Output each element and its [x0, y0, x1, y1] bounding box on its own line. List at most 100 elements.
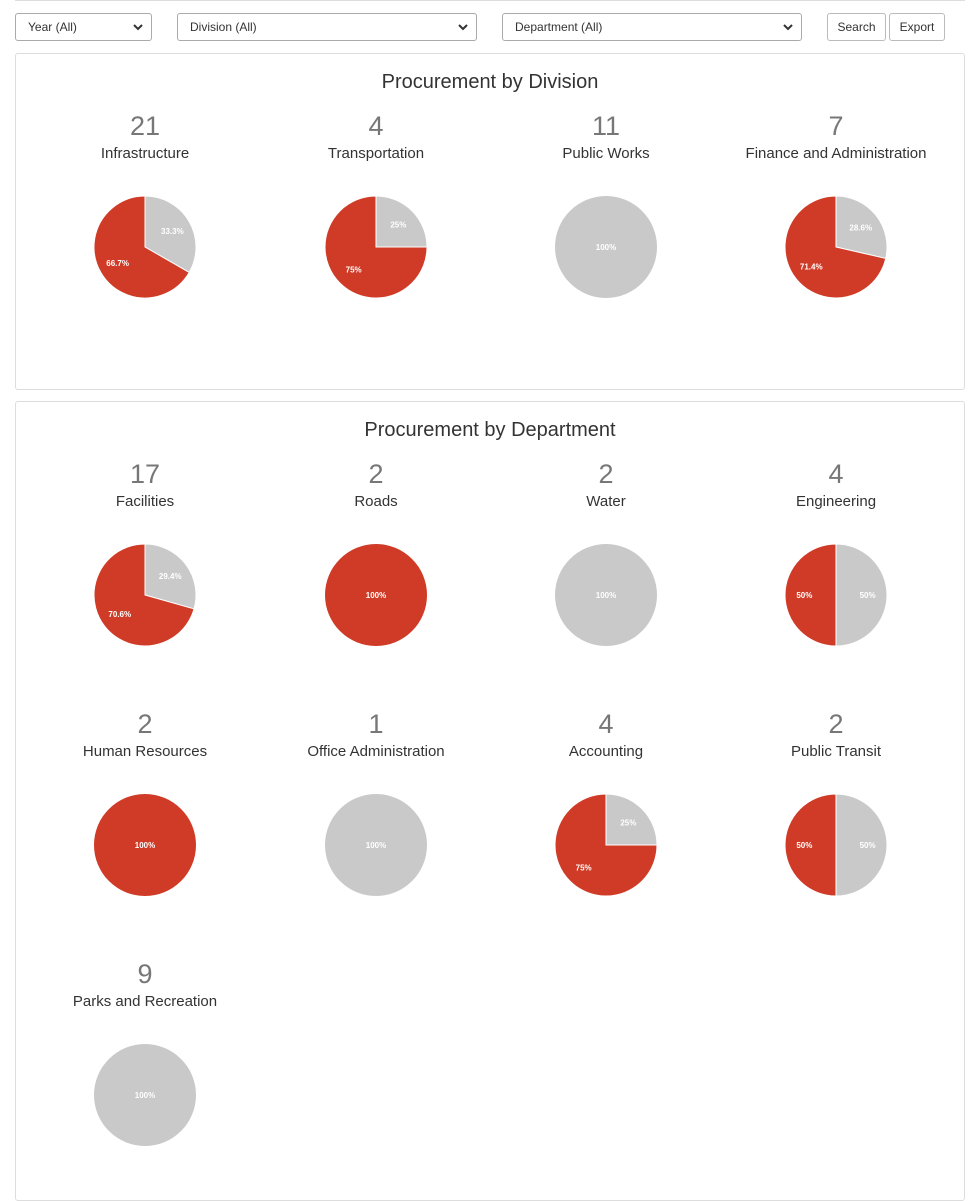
- pie-chart-infrastructure: 21 Infrastructure 33.3% 66.7%: [30, 110, 260, 340]
- pie-count: 11: [591, 111, 621, 141]
- pie-slice-label: 66.7%: [106, 259, 129, 268]
- pie-slice-label: 100%: [596, 243, 616, 252]
- pie-slice[interactable]: [375, 195, 428, 248]
- pie-slice-label: 100%: [366, 591, 386, 600]
- export-button[interactable]: Export: [889, 13, 945, 41]
- pie-slice[interactable]: [835, 793, 888, 897]
- pie-slice-label: 75%: [576, 863, 592, 872]
- pie-count: 4: [598, 709, 614, 739]
- chevron-down-icon: [133, 24, 143, 31]
- year-filter-select[interactable]: Year (All): [15, 13, 152, 41]
- pie-label: Facilities: [115, 493, 175, 510]
- pie-slice[interactable]: [555, 544, 657, 646]
- pie-slice[interactable]: [605, 793, 658, 846]
- pie-count: 21: [129, 111, 161, 141]
- pie-count: 2: [137, 709, 153, 739]
- pie-slice-label: 100%: [366, 841, 386, 850]
- pie-label: Office Administration: [307, 743, 445, 760]
- department-filter-value: Department (All): [515, 20, 603, 34]
- pie-label: Water: [586, 493, 626, 510]
- division-chart-title: Procurement by Division: [381, 71, 599, 93]
- top-divider: [15, 0, 965, 1]
- pie-count: 1: [368, 709, 384, 739]
- pie-slice-label: 50%: [796, 591, 812, 600]
- pie-svg: 25% 75%: [324, 195, 428, 299]
- pie-slice[interactable]: [324, 195, 428, 299]
- division-filter-select[interactable]: Division (All): [177, 13, 477, 41]
- pie-chart-roads: 2 Roads 100%: [261, 458, 491, 688]
- pie-slice-label: 25%: [620, 819, 636, 828]
- pie-label: Parks and Recreation: [72, 993, 218, 1010]
- pie-slice[interactable]: [94, 794, 196, 896]
- pie-label: Transportation: [327, 145, 425, 162]
- pie-label: Human Resources: [82, 743, 208, 760]
- department-filter-select[interactable]: Department (All): [502, 13, 802, 41]
- pie-slice[interactable]: [554, 793, 658, 897]
- pie-slice-label: 100%: [135, 841, 155, 850]
- pie-svg: 100%: [94, 1044, 196, 1146]
- pie-label: Finance and Administration: [745, 145, 927, 162]
- pie-svg: 33.3% 66.7%: [93, 195, 197, 299]
- pie-slice[interactable]: [835, 543, 888, 647]
- pie-chart-finance-and-administration: 7 Finance and Administration 28.6% 71.4%: [721, 110, 951, 340]
- pie-slice-label: 50%: [860, 591, 876, 600]
- pie-svg: 25% 75%: [554, 793, 658, 897]
- pie-svg: 50% 50%: [784, 793, 888, 897]
- chevron-down-icon: [458, 24, 468, 31]
- pie-slice-label: 50%: [860, 841, 876, 850]
- pie-slice[interactable]: [144, 543, 197, 610]
- pie-svg: 100%: [325, 544, 427, 646]
- pie-count: 4: [828, 459, 844, 489]
- department-chart-title: Procurement by Department: [364, 419, 616, 441]
- pie-label: Public Transit: [790, 743, 882, 760]
- pie-slice[interactable]: [93, 543, 195, 647]
- pie-count: 4: [368, 111, 384, 141]
- pie-chart-facilities: 17 Facilities 29.4% 70.6%: [30, 458, 260, 688]
- pie-label: Engineering: [795, 493, 877, 510]
- pie-svg: 100%: [555, 196, 657, 298]
- pie-slice-label: 33.3%: [161, 227, 184, 236]
- pie-slice[interactable]: [835, 195, 888, 260]
- pie-slice-label: 100%: [135, 1091, 155, 1100]
- pie-svg: 28.6% 71.4%: [784, 195, 888, 299]
- pie-slice[interactable]: [93, 195, 190, 299]
- pie-label: Public Works: [562, 145, 650, 162]
- search-button[interactable]: Search: [827, 13, 886, 41]
- division-filter-value: Division (All): [190, 20, 257, 34]
- pie-slice[interactable]: [144, 195, 197, 274]
- pie-svg: 100%: [94, 794, 196, 896]
- pie-slice[interactable]: [325, 544, 427, 646]
- pie-chart-engineering: 4 Engineering 50% 50%: [721, 458, 951, 688]
- pie-svg: 100%: [325, 794, 427, 896]
- pie-label: Roads: [354, 493, 398, 510]
- pie-slice-label: 75%: [346, 265, 362, 274]
- pie-count: 2: [368, 459, 384, 489]
- pie-chart-accounting: 4 Accounting 25% 75%: [491, 708, 721, 938]
- pie-svg: 29.4% 70.6%: [93, 543, 197, 647]
- year-filter-value: Year (All): [28, 20, 77, 34]
- pie-slice-label: 50%: [796, 841, 812, 850]
- pie-count: 2: [828, 709, 844, 739]
- department-chart-panel: Procurement by Department 17 Facilities 29…: [15, 401, 965, 1201]
- pie-chart-parks-and-recreation: 9 Parks and Recreation 100%: [30, 958, 260, 1188]
- pie-slice[interactable]: [325, 794, 427, 896]
- pie-slice[interactable]: [94, 1044, 196, 1146]
- pie-count: 7: [828, 111, 844, 141]
- pie-svg: 100%: [555, 544, 657, 646]
- pie-slice-label: 28.6%: [849, 223, 872, 232]
- pie-chart-transportation: 4 Transportation 25% 75%: [261, 110, 491, 340]
- pie-slice[interactable]: [784, 195, 887, 299]
- pie-slice-label: 25%: [390, 221, 406, 230]
- pie-slice[interactable]: [784, 793, 837, 897]
- pie-chart-public-transit: 2 Public Transit 50% 50%: [721, 708, 951, 938]
- pie-slice[interactable]: [784, 543, 837, 647]
- pie-label: Infrastructure: [100, 145, 190, 162]
- pie-chart-human-resources: 2 Human Resources 100%: [30, 708, 260, 938]
- pie-slice-label: 29.4%: [159, 572, 182, 581]
- pie-slice-label: 71.4%: [800, 263, 823, 272]
- pie-count: 2: [598, 459, 614, 489]
- pie-slice[interactable]: [555, 196, 657, 298]
- pie-slice-label: 70.6%: [108, 610, 131, 619]
- pie-chart-office-administration: 1 Office Administration 100%: [261, 708, 491, 938]
- pie-slice-label: 100%: [596, 591, 616, 600]
